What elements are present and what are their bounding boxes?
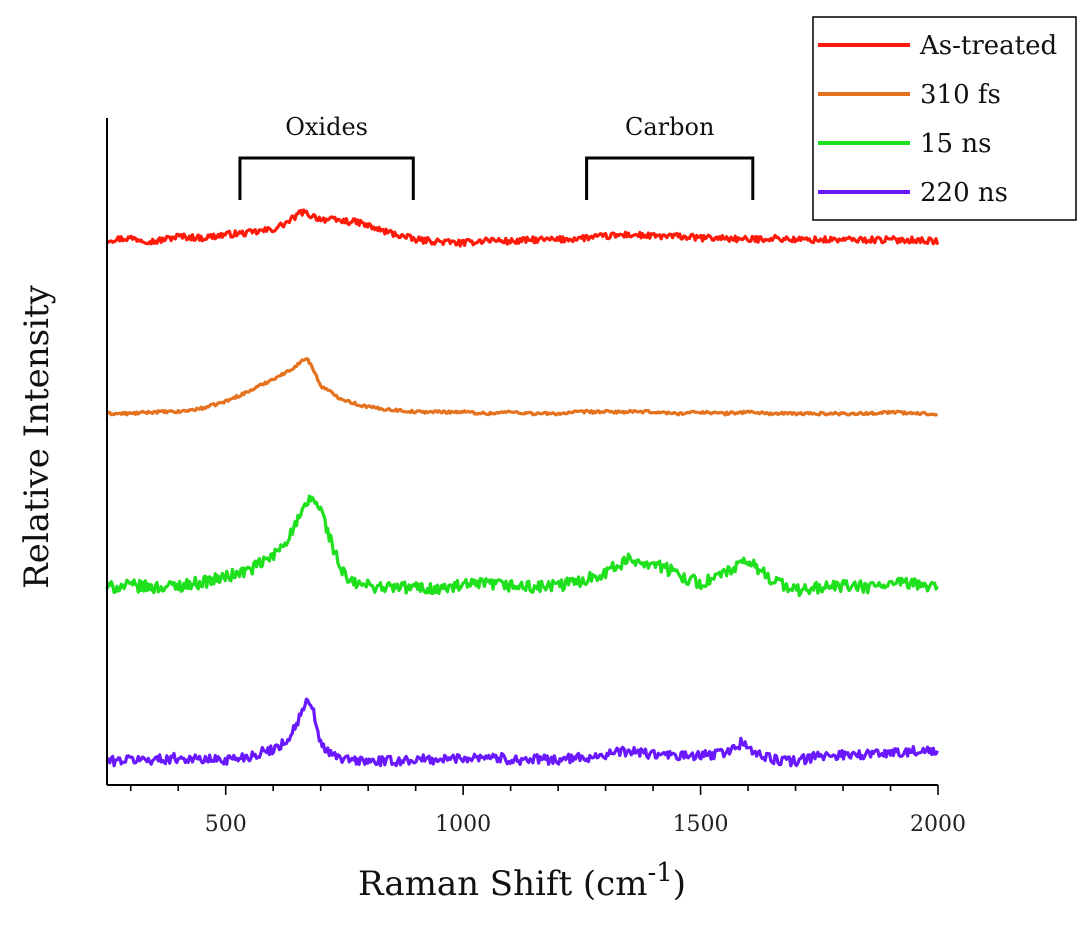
legend-label: 15 ns bbox=[920, 129, 991, 159]
series-line-15-ns bbox=[105, 494, 939, 598]
series-line-310-fs bbox=[105, 357, 938, 417]
legend-box bbox=[812, 16, 1077, 221]
legend: As-treated 310 fs 15 ns 220 ns bbox=[812, 16, 1077, 221]
series-line-220-ns bbox=[105, 697, 939, 768]
legend-label: 310 fs bbox=[920, 80, 1001, 110]
axes: 500 1000 1500 2000 Raman Shift (cm-1) Relativ… bbox=[17, 118, 966, 904]
legend-label: 220 ns bbox=[920, 178, 1008, 208]
annotation-label-oxides: Oxides bbox=[285, 113, 368, 141]
annotation-label-carbon: Carbon bbox=[625, 113, 714, 141]
x-tick-label: 500 bbox=[205, 812, 247, 837]
x-tick-label: 1000 bbox=[435, 812, 491, 837]
x-axis-title: Raman Shift (cm-1) bbox=[358, 858, 686, 904]
y-axis-title: Relative Intensity bbox=[17, 284, 57, 589]
series-line-as-treated bbox=[106, 208, 940, 248]
annotation-bracket-carbon bbox=[585, 156, 755, 200]
series-lines bbox=[105, 208, 940, 768]
annotations: Oxides Carbon bbox=[238, 113, 755, 200]
x-tick-label: 1500 bbox=[673, 812, 729, 837]
annotation-bracket-oxides bbox=[238, 156, 415, 200]
x-tick-label: 2000 bbox=[910, 812, 966, 837]
legend-label: As-treated bbox=[919, 31, 1057, 61]
